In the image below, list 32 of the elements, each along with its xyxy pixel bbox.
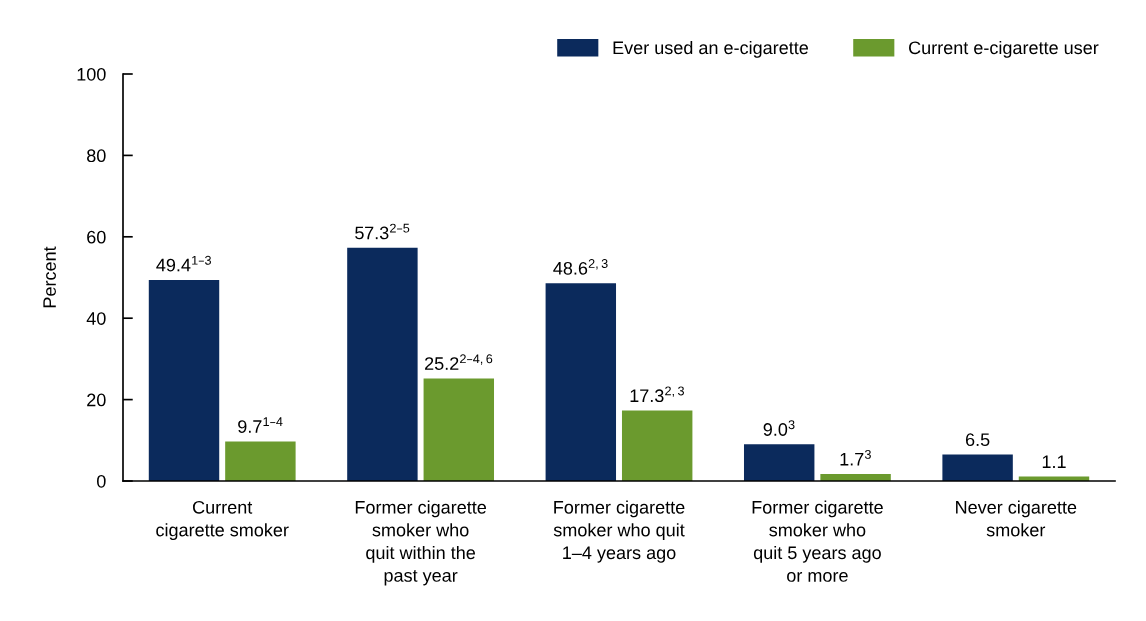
- x-tick-label: Former cigarette smoker who quit within the past year: [355, 500, 487, 586]
- data-label: 1.1: [1042, 455, 1066, 468]
- data-label: 17.3$^{2,3}$: [630, 386, 684, 403]
- y-tick-label: 60: [87, 230, 106, 244]
- data-label: 25.2$^{2–4,6}$: [425, 354, 493, 370]
- y-tick-label: 80: [87, 149, 106, 163]
- bar: [347, 247, 418, 481]
- data-label: 6.5: [965, 433, 990, 447]
- data-label: 9.0$^{3}$: [763, 420, 795, 436]
- data-label: 49.4$^{1–3}$: [156, 255, 211, 272]
- x-tick-label: Former cigarette smoker who quit 1–4 years ago: [553, 500, 685, 563]
- bar: [225, 441, 296, 481]
- bar: [148, 279, 220, 481]
- data-label: 57.3$^{2–5}$: [355, 223, 410, 240]
- bar: [621, 410, 693, 481]
- bar: [545, 283, 617, 481]
- y-tick-label: 0: [97, 474, 106, 488]
- x-tick-label: Never cigarette smoker: [956, 500, 1077, 537]
- y-tick-label: 20: [87, 393, 106, 407]
- x-tick-label: Current cigarette smoker: [156, 500, 289, 540]
- data-label: 1.7$^{3}$: [840, 449, 871, 466]
- y-tick-label: 40: [86, 312, 106, 325]
- y-tick-label: 100: [77, 67, 106, 81]
- bar: [423, 378, 495, 481]
- legend-label: Current e-cigarette user: [909, 40, 1099, 58]
- bar: [942, 454, 1013, 481]
- x-tick-label: Former cigarette smoker who quit 5 years ago or more: [752, 500, 883, 582]
- data-label: 48.6$^{2,3}$: [553, 259, 608, 275]
- bar: [743, 444, 815, 481]
- data-label: 9.7$^{1–4}$: [238, 417, 283, 433]
- y-axis-title: Percent: [43, 246, 56, 308]
- legend-label: Ever used an e-cigarette: [613, 40, 808, 58]
